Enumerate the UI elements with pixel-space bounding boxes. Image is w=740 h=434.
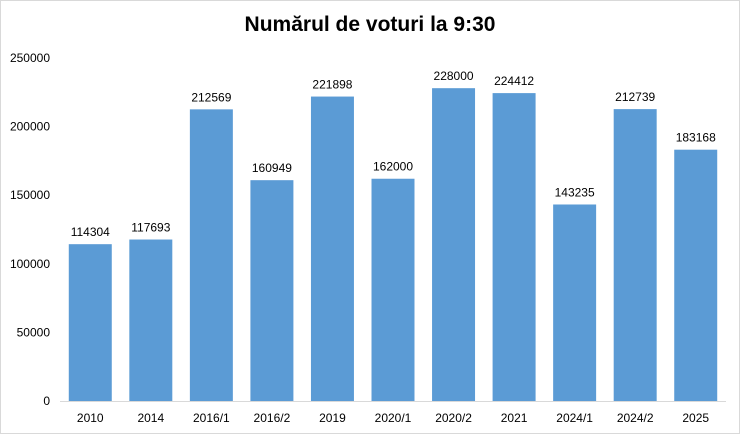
x-tick-label: 2019	[319, 411, 346, 425]
data-label: 212739	[615, 90, 655, 104]
bar	[189, 109, 233, 401]
x-tick-label: 2020/2	[435, 411, 472, 425]
bar	[129, 239, 173, 401]
data-label: 162000	[373, 160, 413, 174]
chart-title: Numărul de voturi la 9:30	[244, 13, 496, 36]
bar	[371, 178, 415, 401]
bar	[68, 244, 112, 401]
data-label: 224412	[494, 74, 534, 88]
x-tick-label: 2016/2	[254, 411, 291, 425]
data-label: 143235	[555, 185, 595, 199]
data-label: 117693	[131, 221, 170, 235]
y-tick-label: 150000	[10, 188, 50, 202]
y-tick-label: 0	[43, 394, 50, 408]
bar	[492, 93, 536, 401]
x-tick-label: 2014	[137, 411, 164, 425]
x-tick-label: 2016/1	[193, 411, 230, 425]
x-tick-label: 2024/1	[556, 411, 593, 425]
data-label: 183168	[676, 131, 716, 145]
y-tick-label: 200000	[10, 120, 50, 134]
y-tick-label: 250000	[10, 51, 50, 65]
bar	[613, 109, 657, 401]
data-label: 221898	[312, 78, 352, 92]
bar	[250, 180, 294, 401]
x-tick-label: 2010	[77, 411, 104, 425]
bar	[553, 204, 597, 401]
bar	[310, 96, 354, 402]
y-tick-label: 100000	[10, 257, 50, 271]
x-tick-label: 2020/1	[375, 411, 412, 425]
data-label: 160949	[252, 161, 292, 175]
y-tick-label: 50000	[17, 325, 51, 339]
x-tick-label: 2024/2	[617, 411, 654, 425]
bar	[432, 88, 476, 402]
data-label: 114304	[71, 225, 110, 239]
x-tick-label: 2021	[501, 411, 528, 425]
bar	[674, 149, 718, 401]
x-tick-label: 2025	[682, 411, 709, 425]
data-label: 212569	[191, 90, 231, 104]
data-label: 228000	[434, 69, 474, 83]
